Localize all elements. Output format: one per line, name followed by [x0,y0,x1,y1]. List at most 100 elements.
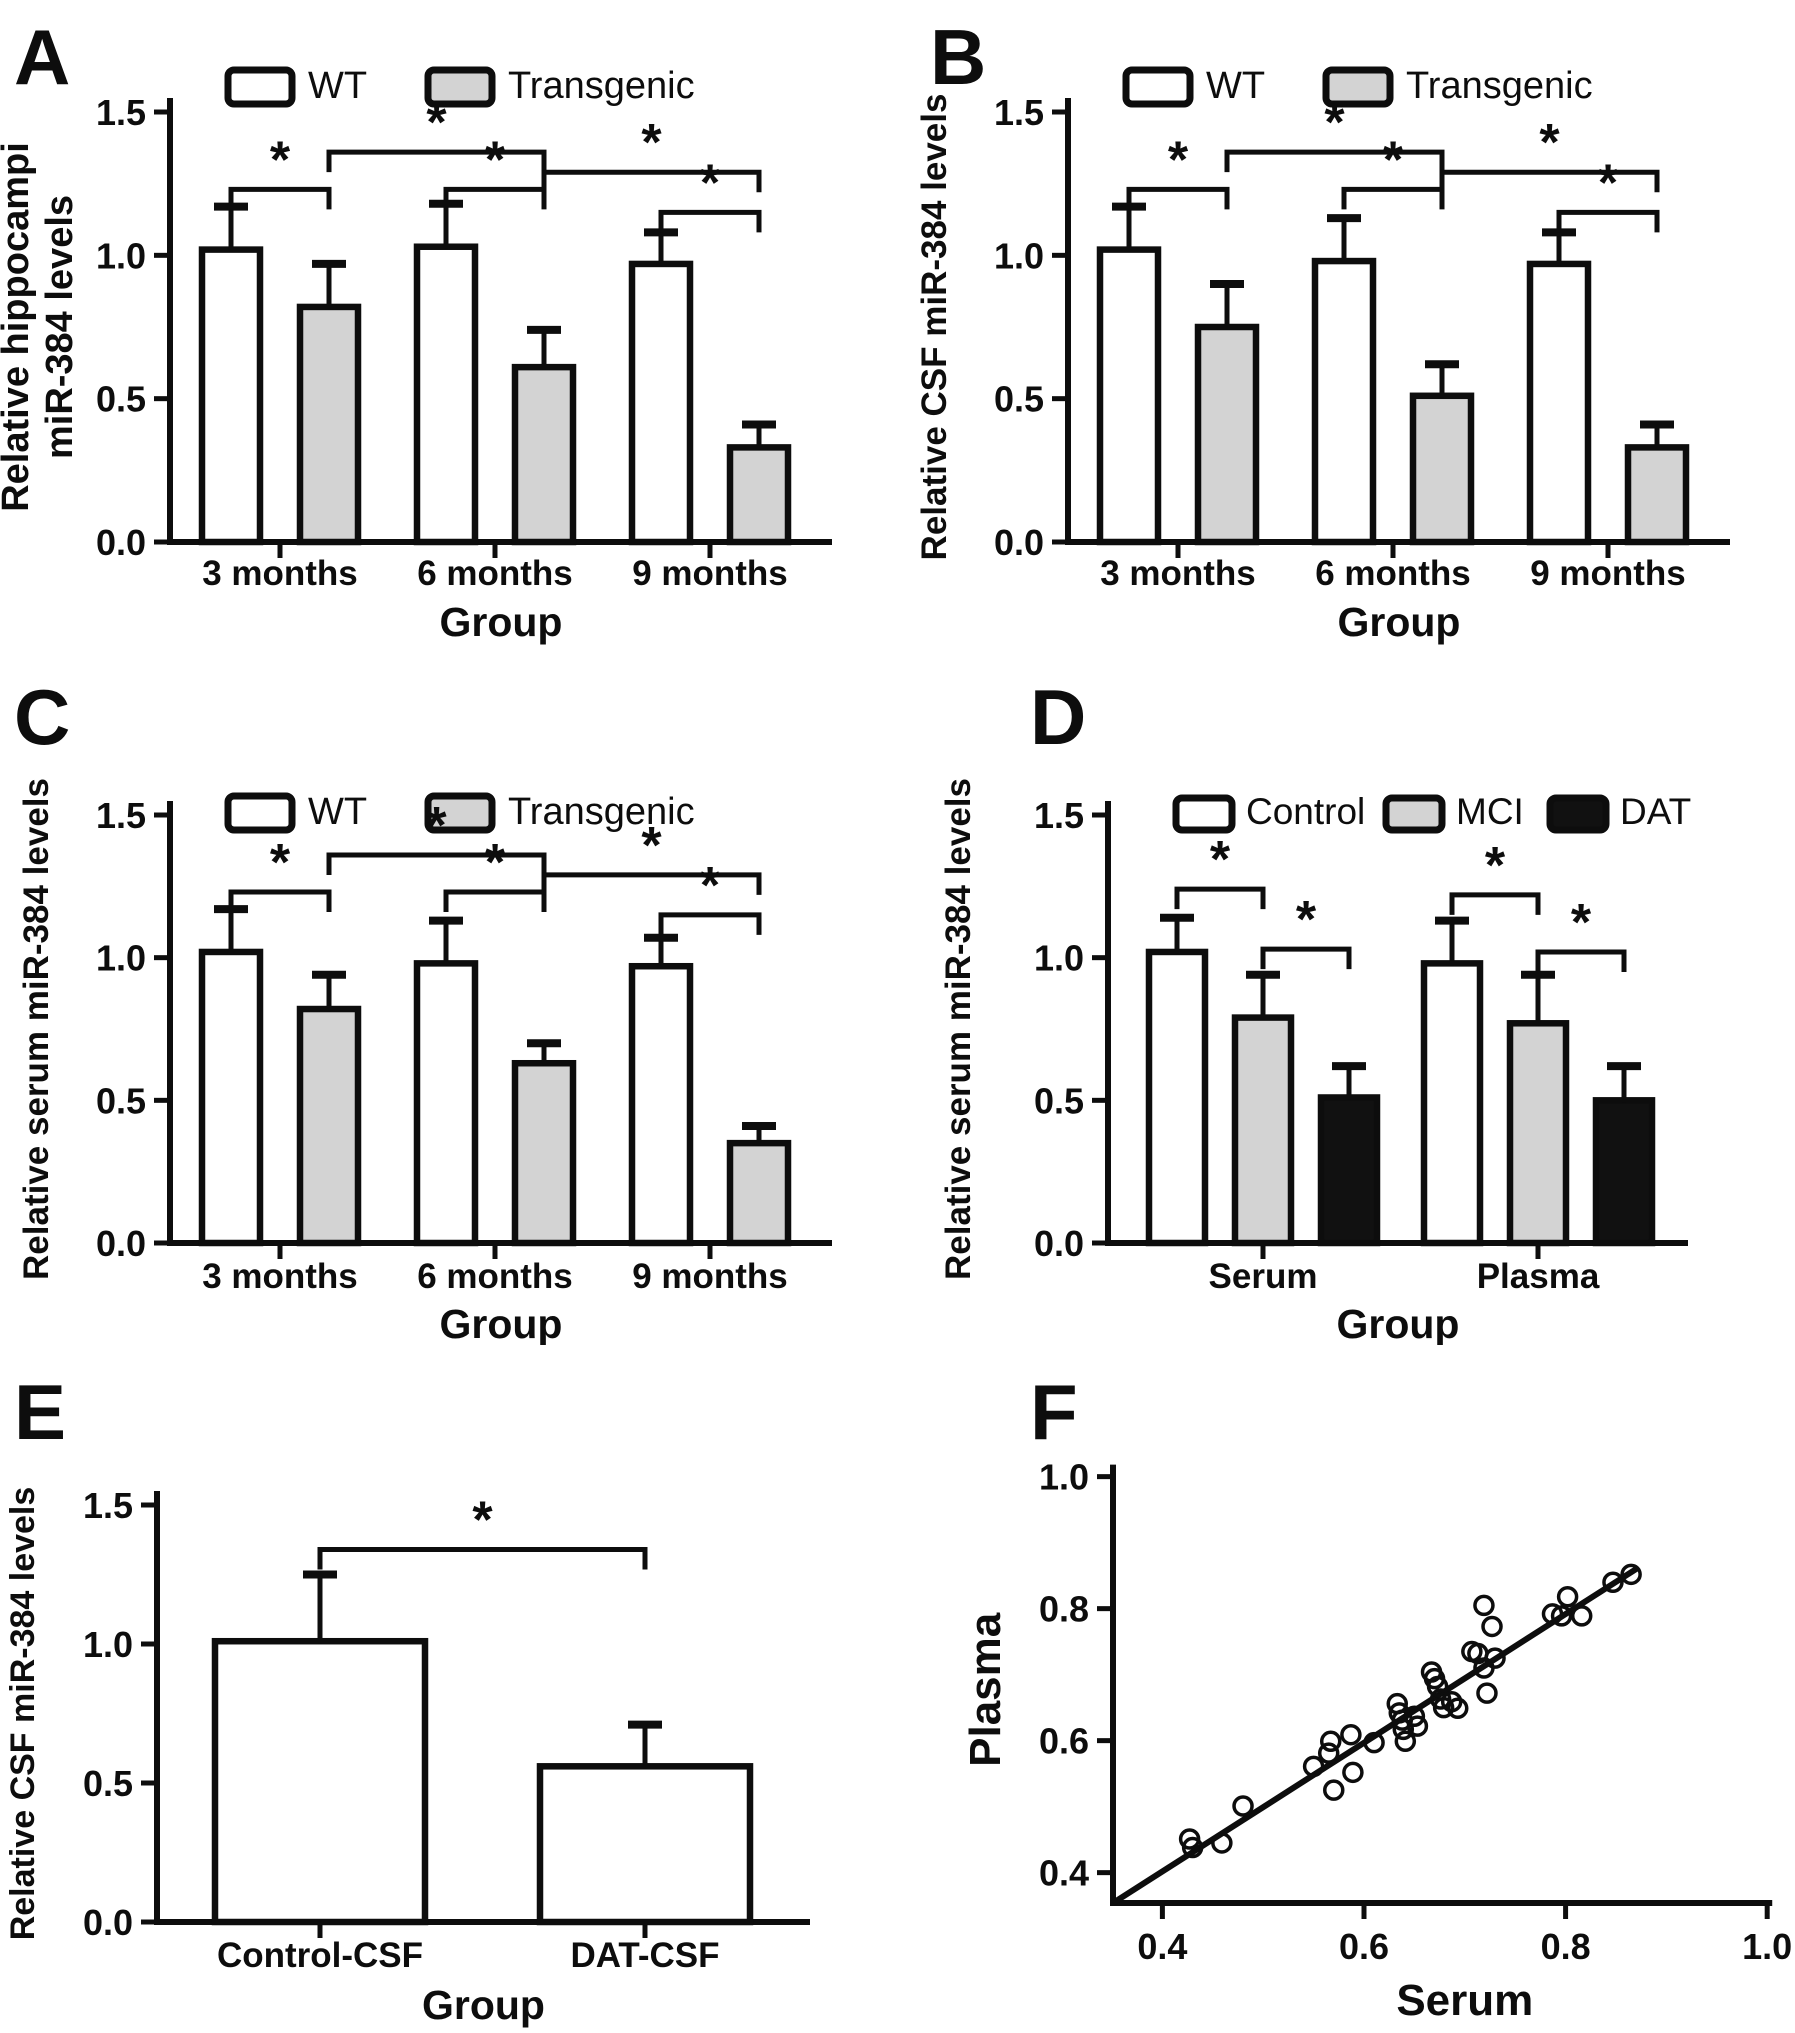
data-point [1340,1723,1362,1746]
y-tick-label: 0.0 [96,522,146,563]
legend-swatch-control [1172,794,1236,834]
significance-bracket [658,209,762,233]
significance-bracket [443,186,547,210]
panel-e-csf-two-group-bar-chart: E Relative CSF miR-384 levels 0.0 0.5 1.0 1.5… [0,1345,897,2033]
legend-label: Control [1246,791,1365,832]
significance-star: * [641,114,662,172]
x-category-label: Control-CSF [217,1936,423,1975]
data-point [1342,1761,1364,1784]
y-tick-label: 1.5 [1034,795,1084,836]
y-axis-label: miR-384 levels [39,195,81,459]
y-tick-label: 0.4 [1039,1853,1089,1894]
x-category-label: DAT-CSF [570,1936,719,1975]
panel-letter: F [1030,1368,1078,1456]
x-category-label: 9 months [632,554,788,593]
bar-transgenic [1409,392,1475,546]
data-point [1403,1705,1426,1727]
significance-star: * [1485,837,1506,895]
x-axis-title: Group [440,1301,563,1345]
bar-wt [198,246,264,546]
y-tick-label: 0.0 [1034,1223,1084,1264]
data-point [1394,1730,1417,1753]
x-category-label: 9 months [632,1257,788,1296]
y-tick-label: 1.5 [96,92,146,133]
significance-star: * [485,131,506,189]
significance-star: * [1598,154,1619,212]
significance-star: * [1539,114,1560,172]
legend-label: MCI [1456,791,1524,832]
x-category-label: 6 months [417,1257,573,1296]
panel-b-csf-bar-chart: B Relative CSF miR-384 levels WT Transgenic… [898,0,1795,648]
data-point [1481,1615,1503,1638]
bar-transgenic [1624,444,1690,546]
bar-wt [1311,257,1377,546]
data-point [1556,1586,1579,1608]
data-point [1302,1755,1325,1778]
significance-bracket [1535,949,1627,972]
x-category-label: Plasma [1477,1257,1600,1296]
y-tick-label: 1.0 [1034,938,1084,979]
bar-wt [1526,260,1592,546]
y-axis-label: Relative serum miR-384 levels [17,778,56,1280]
significance-bracket [1224,149,1445,173]
panel-f-serum-plasma-scatter: F Plasma Serum 0.4 0.6 0.8 1.0 0.4 0.6 0.8 1.0 [898,1345,1795,2033]
data-point [1319,1730,1342,1753]
significance-bracket [541,872,762,895]
legend-swatch-mci [1382,794,1446,834]
y-tick-label: 0.5 [1034,1080,1084,1121]
significance-bracket [1449,892,1541,915]
x-category-label: Serum [1209,1257,1318,1296]
significance-bracket [1126,186,1230,210]
y-axis-label: Relative CSF miR-384 levels [4,1487,42,1941]
y-tick-label: 1.5 [994,92,1044,133]
bar-mci [1506,1020,1570,1247]
y-axis-label: Plasma [961,1612,1010,1767]
legend-swatch-transgenic [424,66,496,108]
significance-bracket [1341,186,1445,210]
x-category-label: 3 months [202,554,358,593]
data-point [1473,1594,1495,1617]
bar-control-csf [211,1637,429,1926]
y-axis-label: Relative CSF miR-384 levels [915,94,954,561]
significance-star: * [485,834,506,892]
legend-swatch-dat [1546,794,1610,834]
y-tick-label: 0.0 [994,522,1044,563]
data-point [1211,1832,1233,1854]
legend-label: WT [1206,65,1265,107]
bar-transgenic [726,444,792,546]
significance-bracket [658,912,762,935]
significance-bracket [443,889,547,913]
significance-star: * [472,1491,493,1549]
data-point [1440,1690,1463,1713]
y-tick-label: 1.0 [96,938,146,979]
data-point [1317,1742,1340,1764]
significance-star: * [270,834,291,892]
panel-d-serum-plasma-bar-chart: D Relative serum miR-384 levels Control MCI… [898,648,1795,1345]
x-axis-title: Group [1337,1301,1460,1345]
bar-wt [1096,246,1162,546]
y-tick-label: 0.5 [83,1763,133,1804]
x-tick-label: 0.4 [1137,1926,1187,1967]
bar-dat-csf [536,1763,754,1926]
data-point [1446,1697,1469,1720]
legend-swatch-transgenic [1322,66,1394,108]
significance-bracket [1556,209,1660,233]
data-point [1232,1795,1254,1817]
x-axis-title: Group [440,599,563,645]
y-tick-label: 1.5 [83,1485,133,1526]
x-tick-label: 0.8 [1541,1926,1591,1967]
significance-star: * [1210,831,1231,889]
data-point [1602,1571,1624,1593]
legend-label: Transgenic [508,65,695,107]
data-point [1426,1675,1449,1698]
significance-star: * [700,154,721,212]
panel-c-svg: C Relative serum miR-384 levels WT Transgen… [14,673,832,1345]
y-tick-label: 0.8 [1039,1589,1089,1630]
significance-star: * [426,797,447,855]
legend-label: DAT [1620,791,1691,832]
bar-control [1145,948,1209,1247]
bar-transgenic [511,1059,577,1247]
x-axis-title: Group [422,1982,545,2028]
